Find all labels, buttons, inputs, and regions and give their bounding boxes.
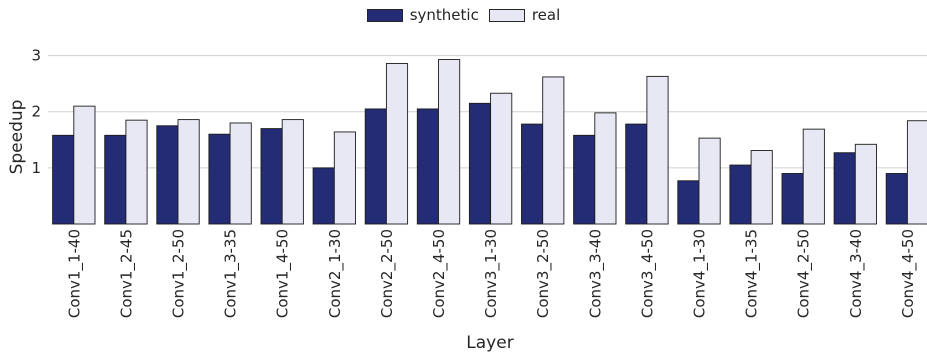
x-tick-label-16: Conv4_4-50 <box>899 229 918 318</box>
legend: synthetic real <box>0 6 927 24</box>
bar-synthetic-Conv3_1-30 <box>468 102 492 225</box>
legend-label-real: real <box>531 6 561 24</box>
x-tick-label-9: Conv3_2-50 <box>534 229 553 318</box>
bar-synthetic-Conv1_2-50 <box>156 125 179 225</box>
legend-item-synthetic: synthetic <box>366 6 479 24</box>
bars <box>52 59 927 225</box>
bar-real-Conv2_4-50 <box>438 59 461 225</box>
bar-synthetic-Conv4_1-30 <box>677 180 700 225</box>
x-tick-label-7: Conv2_4-50 <box>430 229 449 318</box>
bar-synthetic-Conv2_1-30 <box>312 167 335 225</box>
y-tick-label-2: 3 <box>31 47 41 65</box>
x-tick-label-10: Conv3_3-40 <box>586 229 605 318</box>
bar-real-Conv1_3-35 <box>229 122 252 225</box>
x-tick-labels: Conv1_1-40 Conv1_2-45 Conv1_2-50 Conv1_3-35… <box>65 229 918 318</box>
bar-synthetic-Conv4_2-50 <box>781 173 804 225</box>
y-tick-labels: 1 2 3 <box>31 47 41 177</box>
bar-synthetic-Conv2_2-50 <box>364 108 387 225</box>
x-tick-label-13: Conv4_1-35 <box>743 229 762 318</box>
bar-synthetic-Conv3_2-50 <box>521 123 544 225</box>
x-tick-label-11: Conv3_4-50 <box>638 229 657 318</box>
y-tick-label-1: 2 <box>31 103 41 121</box>
bar-real-Conv3_3-40 <box>594 112 617 225</box>
bar-real-Conv4_2-50 <box>802 128 825 225</box>
bar-synthetic-Conv1_4-50 <box>260 128 283 225</box>
bar-synthetic-Conv1_2-45 <box>104 134 127 225</box>
x-tick-label-2: Conv1_2-50 <box>170 229 189 318</box>
legend-swatch-synthetic <box>366 8 403 22</box>
bar-real-Conv2_1-30 <box>333 131 356 225</box>
x-tick-label-14: Conv4_2-50 <box>795 229 814 318</box>
bar-real-Conv1_4-50 <box>281 119 304 225</box>
bar-real-Conv4_1-30 <box>698 137 721 225</box>
bar-synthetic-Conv1_3-35 <box>208 133 231 225</box>
x-tick-label-1: Conv1_2-45 <box>117 229 136 318</box>
bar-real-Conv4_4-50 <box>906 120 927 225</box>
x-axis-label: Layer <box>466 333 513 353</box>
bar-real-Conv3_1-30 <box>490 92 513 225</box>
x-tick-label-5: Conv2_1-30 <box>326 229 345 318</box>
bar-synthetic-Conv4_3-40 <box>833 152 856 225</box>
legend-label-synthetic: synthetic <box>409 6 479 24</box>
bar-real-Conv2_2-50 <box>385 63 409 225</box>
bar-synthetic-Conv1_1-40 <box>52 134 75 225</box>
x-tick-label-15: Conv4_3-40 <box>847 229 866 318</box>
bar-synthetic-Conv4_1-35 <box>729 164 752 225</box>
bar-real-Conv1_2-50 <box>177 119 200 225</box>
y-tick-label-0: 1 <box>31 159 41 177</box>
bar-real-Conv3_2-50 <box>542 76 565 225</box>
x-tick-label-8: Conv3_1-30 <box>482 229 501 318</box>
x-tick-label-3: Conv1_3-35 <box>222 229 241 318</box>
bar-synthetic-Conv4_4-50 <box>885 173 908 225</box>
bar-synthetic-Conv2_4-50 <box>416 108 439 225</box>
x-tick-label-4: Conv1_4-50 <box>274 229 293 318</box>
legend-swatch-real <box>488 8 525 22</box>
bar-real-Conv1_2-45 <box>125 119 148 225</box>
bar-real-Conv3_4-50 <box>646 75 669 225</box>
bar-real-Conv4_3-40 <box>854 143 877 225</box>
y-axis-label: Speedup <box>7 100 27 175</box>
x-tick-label-6: Conv2_2-50 <box>378 229 397 318</box>
legend-item-real: real <box>488 6 561 24</box>
bar-synthetic-Conv3_4-50 <box>625 123 648 225</box>
bar-real-Conv1_1-40 <box>73 105 96 225</box>
x-tick-label-0: Conv1_1-40 <box>65 229 84 318</box>
x-tick-label-12: Conv4_1-30 <box>691 229 710 318</box>
bar-synthetic-Conv3_3-40 <box>573 134 596 225</box>
bar-real-Conv4_1-35 <box>750 150 773 225</box>
